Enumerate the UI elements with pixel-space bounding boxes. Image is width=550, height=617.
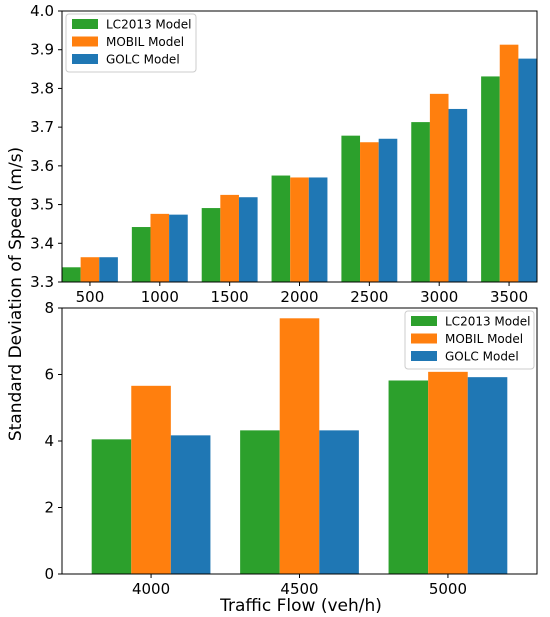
top-bar-mobil-500	[80, 257, 100, 282]
bottom-x-tick-label: 4000	[132, 580, 170, 598]
top-bar-golc-1000	[169, 214, 188, 282]
top-bar-golc-500	[99, 257, 118, 282]
top-bar-golc-2000	[308, 177, 328, 282]
top-bar-golc-2500	[378, 138, 398, 282]
top-bar-mobil-2500	[360, 142, 379, 282]
top-legend: LC2013 Model MOBIL Model GOLC Model	[65, 13, 197, 73]
x-axis-label: Traffic Flow (veh/h)	[219, 596, 382, 616]
bottom-bar-lc2013-5000	[388, 380, 429, 574]
bottom-bar-golc-4500	[319, 430, 359, 574]
top-y-tick-label: 3.3	[30, 273, 54, 291]
top-legend-swatch	[72, 19, 98, 29]
bottom-bar-mobil-5000	[428, 371, 468, 574]
top-bar-golc-3000	[448, 108, 468, 282]
y-axis-label: Standard Deviation of Speed (m/s)	[6, 147, 26, 441]
top-bar-mobil-1000	[150, 213, 170, 282]
top-bar-lc2013-1000	[131, 227, 151, 282]
top-y-tick-label: 4.0	[30, 2, 54, 20]
top-bar-lc2013-2000	[271, 175, 291, 282]
top-bar-lc2013-3000	[411, 122, 430, 282]
top-bar-lc2013-500	[62, 267, 81, 282]
top-y-tick-label: 3.8	[30, 79, 54, 97]
bottom-bar-mobil-4500	[279, 318, 320, 574]
top-y-tick-label: 3.9	[30, 41, 54, 59]
bottom-x-tick-label: 4500	[280, 580, 318, 598]
bottom-y-tick-label: 2	[44, 499, 54, 517]
top-x-tick-label: 2500	[350, 288, 388, 306]
bottom-legend-label: GOLC Model	[445, 350, 519, 364]
top-y-tick-label: 3.7	[30, 118, 54, 136]
top-bar-mobil-1500	[220, 194, 239, 282]
top-bar-golc-3500	[518, 58, 537, 283]
top-legend-label: MOBIL Model	[106, 35, 184, 49]
bottom-bar-lc2013-4000	[91, 439, 132, 574]
top-bar-lc2013-1500	[201, 208, 221, 282]
top-x-tick-label: 1000	[141, 288, 179, 306]
top-bar-lc2013-2500	[341, 135, 361, 282]
bottom-legend: LC2013 Model MOBIL Model GOLC Model	[404, 310, 535, 370]
bottom-y-tick-label: 6	[44, 366, 54, 384]
top-x-tick-label: 1500	[211, 288, 249, 306]
bottom-legend-label: MOBIL Model	[445, 332, 523, 346]
top-y-tick-label: 3.6	[30, 157, 54, 175]
top-legend-label: GOLC Model	[106, 53, 180, 67]
top-bar-chart: 500 1000 1500 2000 2500 3000 3500 3.3 3.4 3.5 3.6 3…	[30, 2, 538, 306]
top-bar-mobil-3500	[499, 44, 519, 283]
bottom-legend-box	[404, 310, 535, 370]
top-legend-swatch	[72, 54, 98, 64]
top-bar-mobil-3000	[429, 93, 449, 282]
top-bar-lc2013-3500	[481, 76, 500, 283]
bottom-bar-chart: 4000 4500 5000 0 2 4 6 8 LC2013 Model MOBIL Model…	[44, 299, 538, 598]
top-x-tick-label: 500	[76, 288, 105, 306]
top-legend-label: LC2013 Model	[106, 18, 191, 32]
bottom-x-tick-label: 5000	[429, 580, 467, 598]
top-x-tick-label: 3000	[420, 288, 458, 306]
bottom-legend-swatch	[411, 333, 437, 344]
top-y-tick-label: 3.5	[30, 196, 54, 214]
top-legend-swatch	[72, 36, 98, 47]
top-bar-golc-1500	[238, 197, 258, 282]
top-x-tick-label: 3500	[490, 288, 528, 306]
top-legend-box	[65, 13, 197, 73]
bottom-legend-label: LC2013 Model	[445, 315, 530, 329]
top-bar-mobil-2000	[290, 177, 309, 282]
top-x-tick-label: 2000	[280, 288, 318, 306]
bottom-bar-lc2013-4500	[240, 430, 280, 574]
bottom-bar-mobil-4000	[131, 385, 171, 574]
bottom-y-tick-label: 4	[44, 432, 54, 450]
bottom-y-tick-label: 8	[44, 299, 54, 317]
bottom-legend-swatch	[411, 316, 437, 326]
bottom-y-tick-label: 0	[44, 565, 54, 583]
bottom-bar-golc-4000	[170, 435, 211, 574]
bottom-bar-golc-5000	[467, 377, 508, 574]
bottom-legend-swatch	[411, 351, 437, 361]
top-y-tick-label: 3.4	[30, 234, 54, 252]
